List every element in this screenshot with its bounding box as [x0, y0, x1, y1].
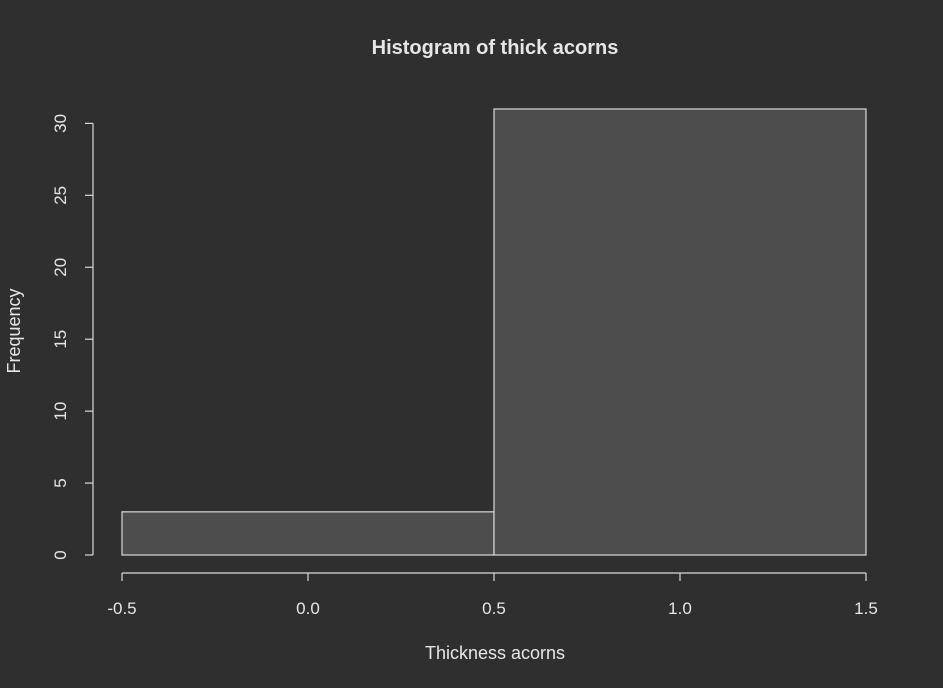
y-axis-label: Frequency — [4, 288, 24, 373]
x-axis: -0.5 0.0 0.5 1.0 1.5 — [107, 572, 878, 618]
y-tick-label: 0 — [51, 550, 70, 559]
y-tick-label: 30 — [51, 114, 70, 133]
histogram-bar — [493, 108, 867, 556]
chart-title: Histogram of thick acorns — [372, 37, 619, 59]
x-tick-label: -0.5 — [107, 599, 136, 618]
y-tick-label: 10 — [51, 402, 70, 421]
y-tick-label: 15 — [51, 330, 70, 349]
histogram-bar — [121, 511, 495, 556]
y-tick-label: 25 — [51, 186, 70, 205]
x-tick-label: 0.5 — [482, 599, 506, 618]
x-tick-label: 1.0 — [668, 599, 692, 618]
bars-group — [121, 108, 867, 556]
x-axis-label: Thickness acorns — [425, 643, 565, 663]
x-tick-label: 0.0 — [296, 599, 320, 618]
y-tick-label: 20 — [51, 258, 70, 277]
y-tick-label: 5 — [51, 478, 70, 487]
x-tick-label: 1.5 — [854, 599, 878, 618]
y-axis: 0 5 10 15 20 25 30 — [51, 114, 94, 560]
